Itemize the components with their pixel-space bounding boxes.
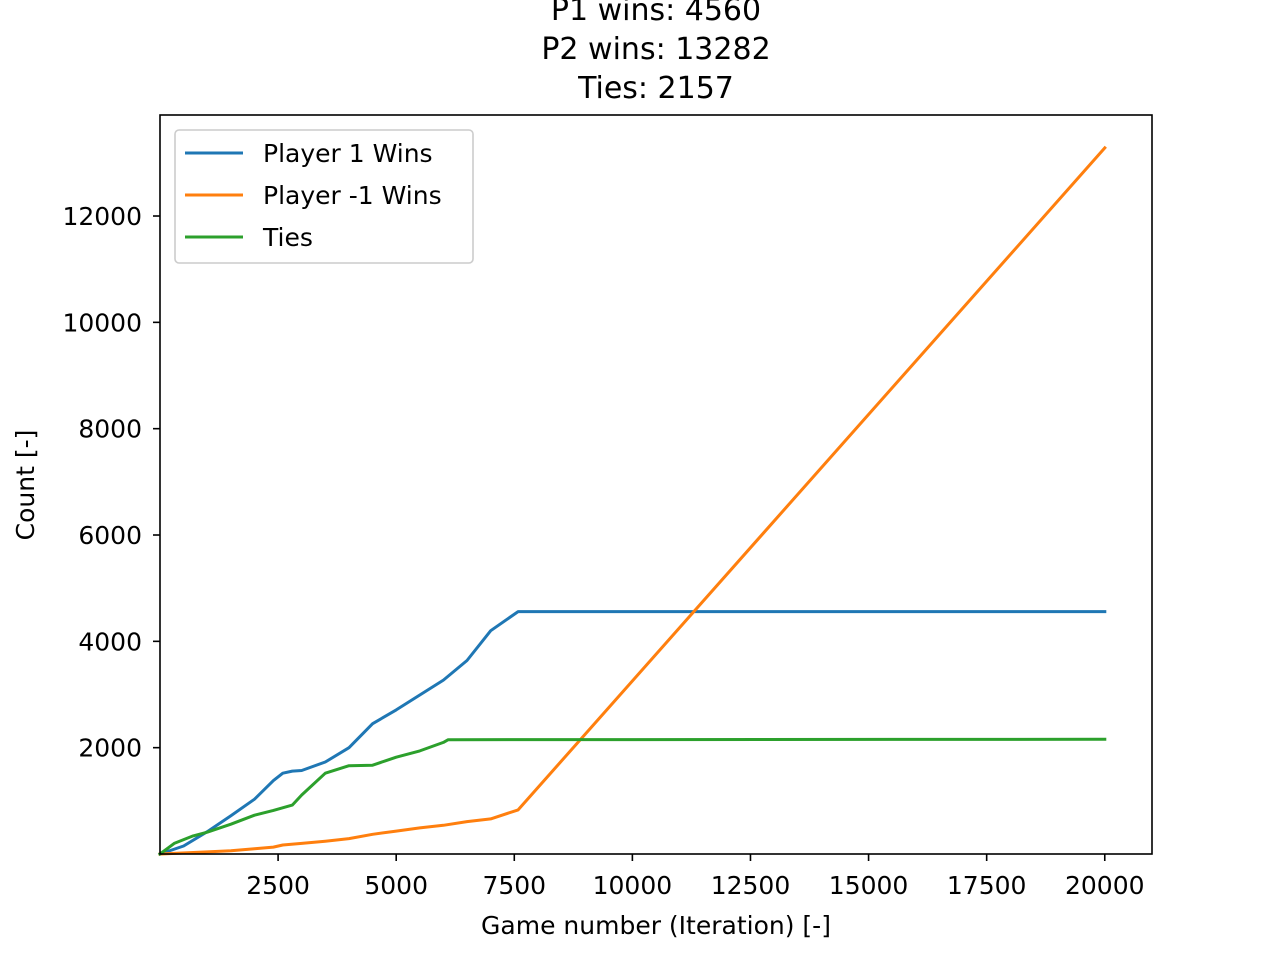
y-axis-ticks: 2000 4000 6000 8000 10000 12000 <box>62 202 160 763</box>
x-tick-label: 5000 <box>364 871 428 900</box>
y-tick-label: 8000 <box>78 415 142 444</box>
x-axis-ticks: 2500 5000 7500 10000 12500 15000 17500 20000 <box>246 854 1145 900</box>
y-tick-label: 10000 <box>62 308 142 337</box>
legend: Player 1 Wins Player -1 Wins Ties <box>174 129 474 264</box>
y-tick-label: 2000 <box>78 734 142 763</box>
title-line-2: P2 wins: 13282 <box>541 32 770 67</box>
y-tick-label: 12000 <box>62 202 142 231</box>
series-lines <box>157 145 1107 857</box>
legend-label: Player 1 Wins <box>263 139 433 168</box>
x-tick-label: 7500 <box>482 871 546 900</box>
legend-box <box>174 129 474 264</box>
series-line-0 <box>158 610 1107 856</box>
x-tick-label: 10000 <box>593 871 673 900</box>
series-line-2 <box>157 737 1107 857</box>
y-tick-label: 6000 <box>78 521 142 550</box>
legend-label: Ties <box>262 223 313 252</box>
y-tick-label: 4000 <box>78 627 142 656</box>
title-line-1: P1 wins: 4560 <box>551 0 761 28</box>
legend-label: Player -1 Wins <box>263 181 442 210</box>
y-axis-label: Count [-] <box>11 430 40 541</box>
x-tick-label: 20000 <box>1065 871 1145 900</box>
x-tick-label: 17500 <box>947 871 1027 900</box>
x-tick-label: 15000 <box>829 871 909 900</box>
series-line-1 <box>158 145 1107 856</box>
chart-title: P1 wins: 4560 P2 wins: 13282 Ties: 2157 <box>541 0 770 106</box>
title-line-3: Ties: 2157 <box>577 71 734 106</box>
x-tick-label: 2500 <box>246 871 310 900</box>
x-axis-label: Game number (Iteration) [-] <box>481 911 831 940</box>
x-tick-label: 12500 <box>711 871 791 900</box>
plot-area-frame <box>159 114 1153 855</box>
